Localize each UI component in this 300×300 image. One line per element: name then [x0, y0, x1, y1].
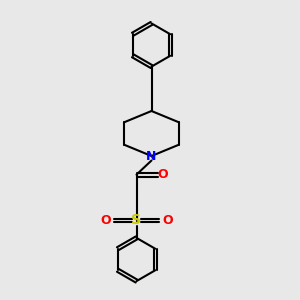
Text: S: S: [131, 214, 142, 227]
Text: O: O: [162, 214, 173, 227]
Text: N: N: [146, 149, 157, 163]
Text: O: O: [100, 214, 111, 227]
Text: O: O: [158, 168, 168, 181]
